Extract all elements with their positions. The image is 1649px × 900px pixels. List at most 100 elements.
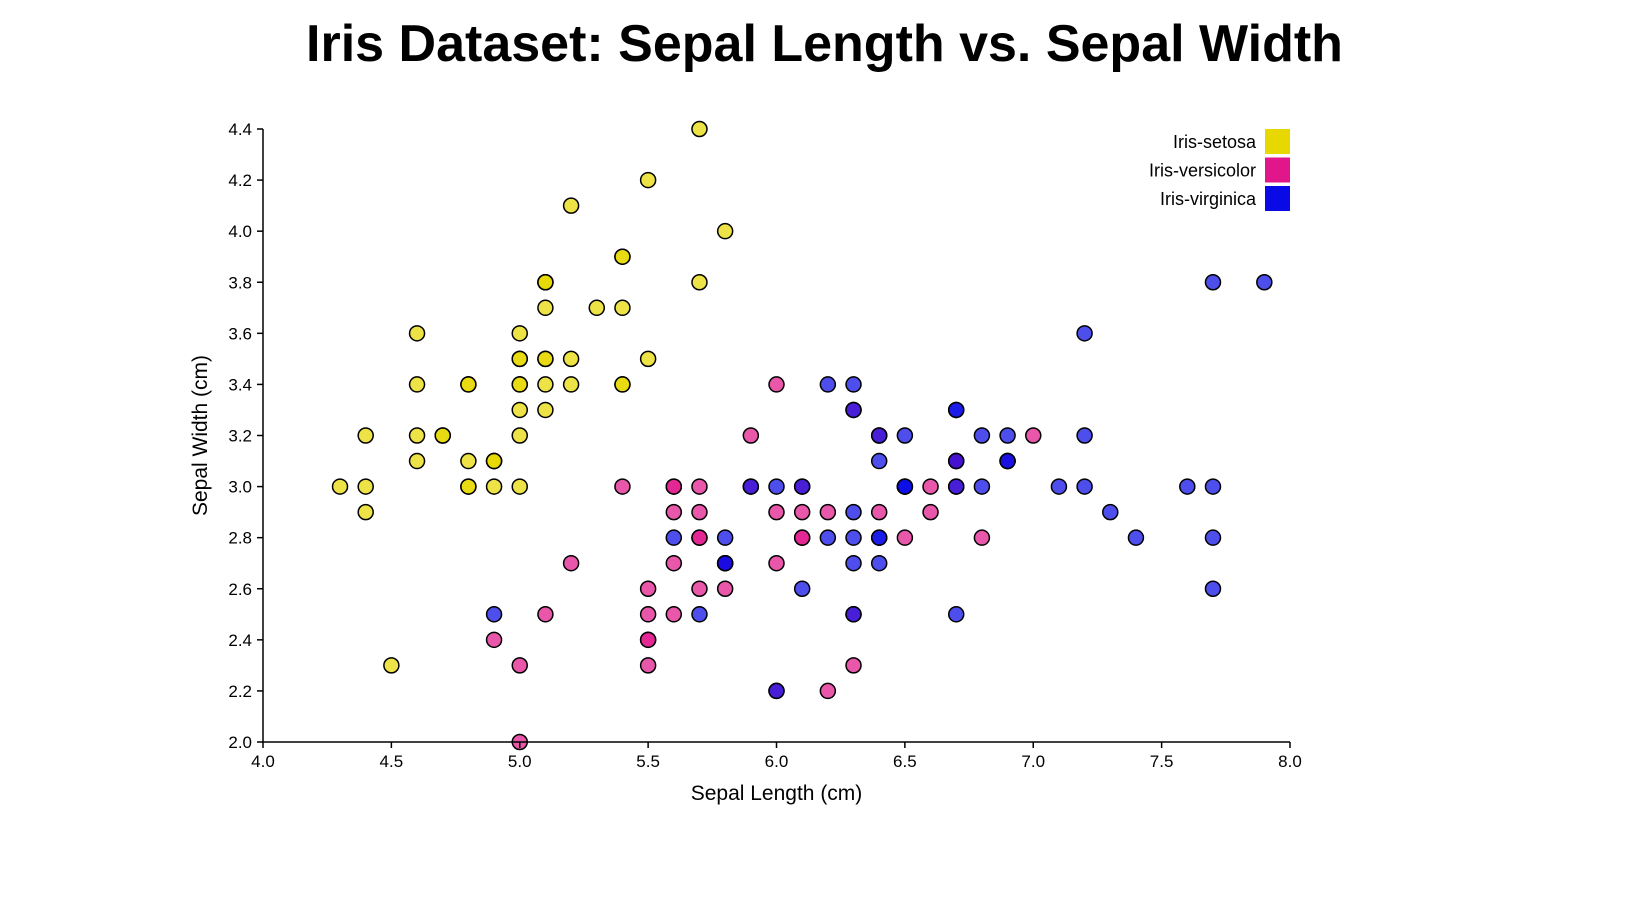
data-point	[845, 606, 862, 623]
x-axis-label: Sepal Length (cm)	[691, 782, 863, 805]
data-point	[639, 606, 657, 623]
data-point	[768, 682, 785, 700]
data-point	[665, 554, 683, 572]
data-point	[793, 529, 811, 546]
y-tick-label: 2.8	[228, 529, 252, 548]
data-point	[793, 478, 811, 495]
data-point	[1256, 274, 1273, 291]
data-point	[691, 580, 708, 597]
data-point	[562, 554, 580, 572]
data-point	[562, 197, 580, 214]
data-point	[716, 554, 734, 572]
data-point	[357, 503, 374, 521]
data-point	[562, 376, 580, 393]
data-point	[537, 376, 554, 393]
data-point	[768, 503, 785, 521]
data-point	[537, 401, 554, 419]
data-point	[485, 631, 503, 649]
y-axis-label: Sepal Width (cm)	[189, 355, 212, 516]
data-point	[870, 529, 888, 546]
y-tick-label: 4.4	[228, 120, 252, 139]
legend-swatch	[1265, 129, 1290, 154]
data-point	[870, 452, 888, 470]
data-point	[511, 427, 528, 444]
data-point	[665, 503, 683, 521]
x-tick-label: 4.5	[380, 752, 404, 771]
data-point	[537, 299, 554, 317]
data-point	[896, 478, 914, 495]
data-point	[922, 478, 939, 495]
data-point	[614, 376, 631, 393]
data-point	[768, 554, 785, 572]
data-point	[537, 350, 554, 368]
data-point	[408, 325, 426, 342]
data-point	[1204, 529, 1222, 546]
data-point	[947, 478, 965, 495]
y-tick-label: 3.8	[228, 273, 252, 292]
y-tick-label: 4.0	[228, 222, 252, 241]
data-point	[485, 452, 503, 470]
data-point	[1204, 274, 1222, 291]
data-point	[639, 171, 657, 189]
data-point	[1076, 325, 1093, 342]
x-tick-label: 5.0	[508, 752, 532, 771]
data-point	[614, 248, 631, 265]
data-point	[819, 376, 837, 393]
data-point	[537, 274, 554, 291]
data-point	[845, 401, 862, 419]
x-tick-label: 4.0	[251, 752, 275, 771]
data-point	[485, 478, 503, 495]
data-point	[870, 554, 888, 572]
data-point	[383, 657, 400, 674]
data-point	[511, 478, 528, 495]
legend-label: Iris-setosa	[1173, 132, 1257, 152]
data-point	[716, 529, 734, 546]
data-point	[691, 478, 708, 495]
y-tick-label: 4.2	[228, 171, 252, 190]
data-point	[357, 427, 374, 444]
data-point	[973, 427, 991, 444]
data-point	[819, 682, 837, 700]
data-point	[460, 452, 477, 470]
data-point	[665, 478, 683, 495]
data-point	[562, 350, 580, 368]
data-point	[793, 580, 811, 597]
y-tick-label: 3.6	[228, 324, 252, 343]
data-point	[639, 350, 657, 368]
y-tick-label: 2.2	[228, 682, 252, 701]
data-point	[691, 529, 708, 546]
data-point	[1076, 478, 1093, 495]
legend-label: Iris-virginica	[1160, 189, 1257, 209]
data-point	[845, 529, 862, 546]
x-tick-label: 6.0	[765, 752, 789, 771]
series-iris-versicolor	[485, 376, 1042, 751]
data-point	[793, 503, 811, 521]
data-point	[357, 478, 374, 495]
data-point	[460, 478, 477, 495]
data-point	[434, 427, 451, 444]
data-point	[537, 606, 554, 623]
data-point	[691, 120, 708, 138]
data-point	[973, 529, 991, 546]
data-point	[665, 529, 683, 546]
y-tick-label: 2.6	[228, 580, 252, 599]
data-point	[1076, 427, 1093, 444]
legend-swatch	[1265, 157, 1290, 183]
legend: Iris-setosa Iris-versicolor Iris-virginica	[1149, 129, 1290, 211]
data-point	[819, 503, 837, 521]
data-point	[896, 427, 914, 444]
data-point	[742, 478, 760, 495]
data-point	[588, 299, 606, 317]
data-point	[614, 299, 631, 317]
data-point	[716, 222, 734, 240]
data-point	[691, 274, 708, 291]
data-point	[408, 376, 426, 393]
data-point	[845, 376, 862, 393]
data-point	[922, 503, 939, 521]
data-point	[460, 376, 477, 393]
data-point	[639, 580, 657, 597]
data-point	[819, 529, 837, 546]
chart-title: Iris Dataset: Sepal Length vs. Sepal Wid…	[306, 15, 1343, 73]
data-point	[1204, 478, 1222, 495]
data-point	[870, 427, 888, 444]
